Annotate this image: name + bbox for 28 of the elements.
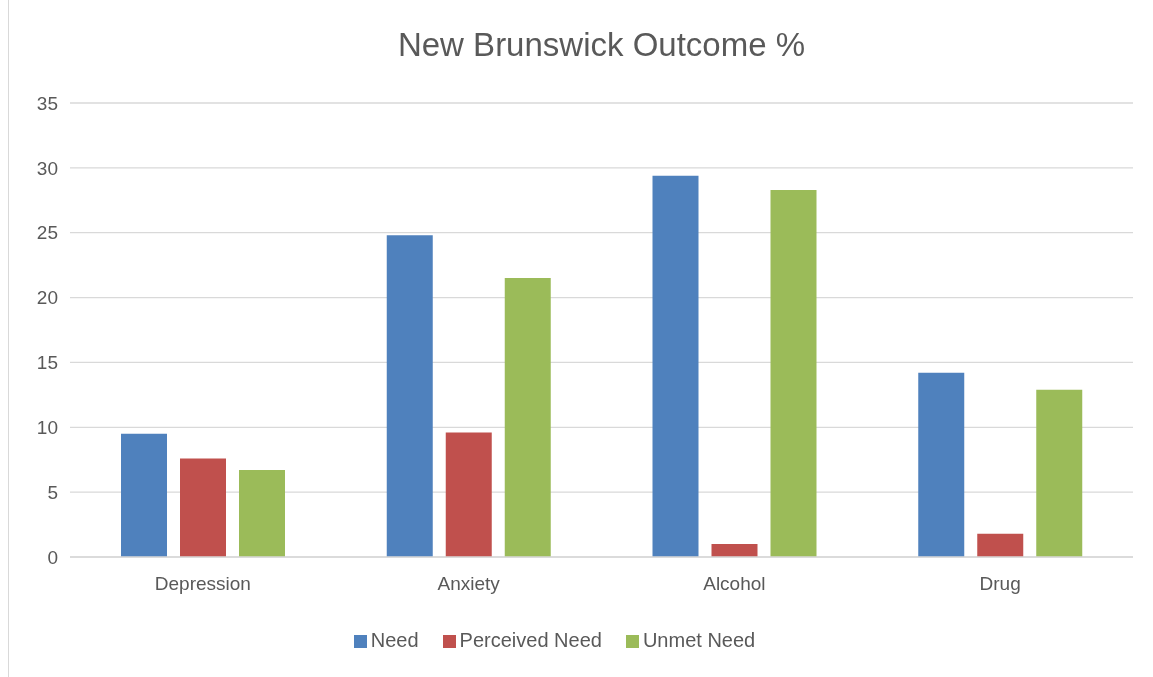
x-tick-label: Depression <box>154 573 251 595</box>
legend-label: Unmet Need <box>642 629 756 651</box>
bar <box>770 189 817 557</box>
bar <box>445 432 492 557</box>
legend-label: Need <box>370 629 419 651</box>
y-tick-label: 20 <box>36 287 58 309</box>
bar <box>652 175 699 557</box>
y-tick-label: 35 <box>36 92 58 114</box>
bar <box>504 278 551 557</box>
bar <box>121 433 167 557</box>
y-tick-label: 10 <box>36 417 58 439</box>
x-tick-label: Drug <box>979 573 1021 595</box>
y-tick-label: 15 <box>36 352 58 374</box>
bar <box>1036 389 1083 557</box>
y-tick-label: 0 <box>47 546 58 568</box>
bar <box>180 458 226 557</box>
y-tick-label: 5 <box>47 481 58 503</box>
chart-title: New Brunswick Outcome % <box>396 26 807 64</box>
bar <box>239 470 285 557</box>
x-tick-label: Alcohol <box>703 573 766 595</box>
y-tick-label: 25 <box>36 222 58 244</box>
bar <box>711 544 758 557</box>
bar <box>977 533 1024 557</box>
bar <box>386 235 433 557</box>
y-tick-label: 30 <box>36 157 58 179</box>
legend-label: Perceived Need <box>459 629 602 651</box>
bar <box>918 372 965 557</box>
x-tick-label: Anxiety <box>437 573 501 595</box>
